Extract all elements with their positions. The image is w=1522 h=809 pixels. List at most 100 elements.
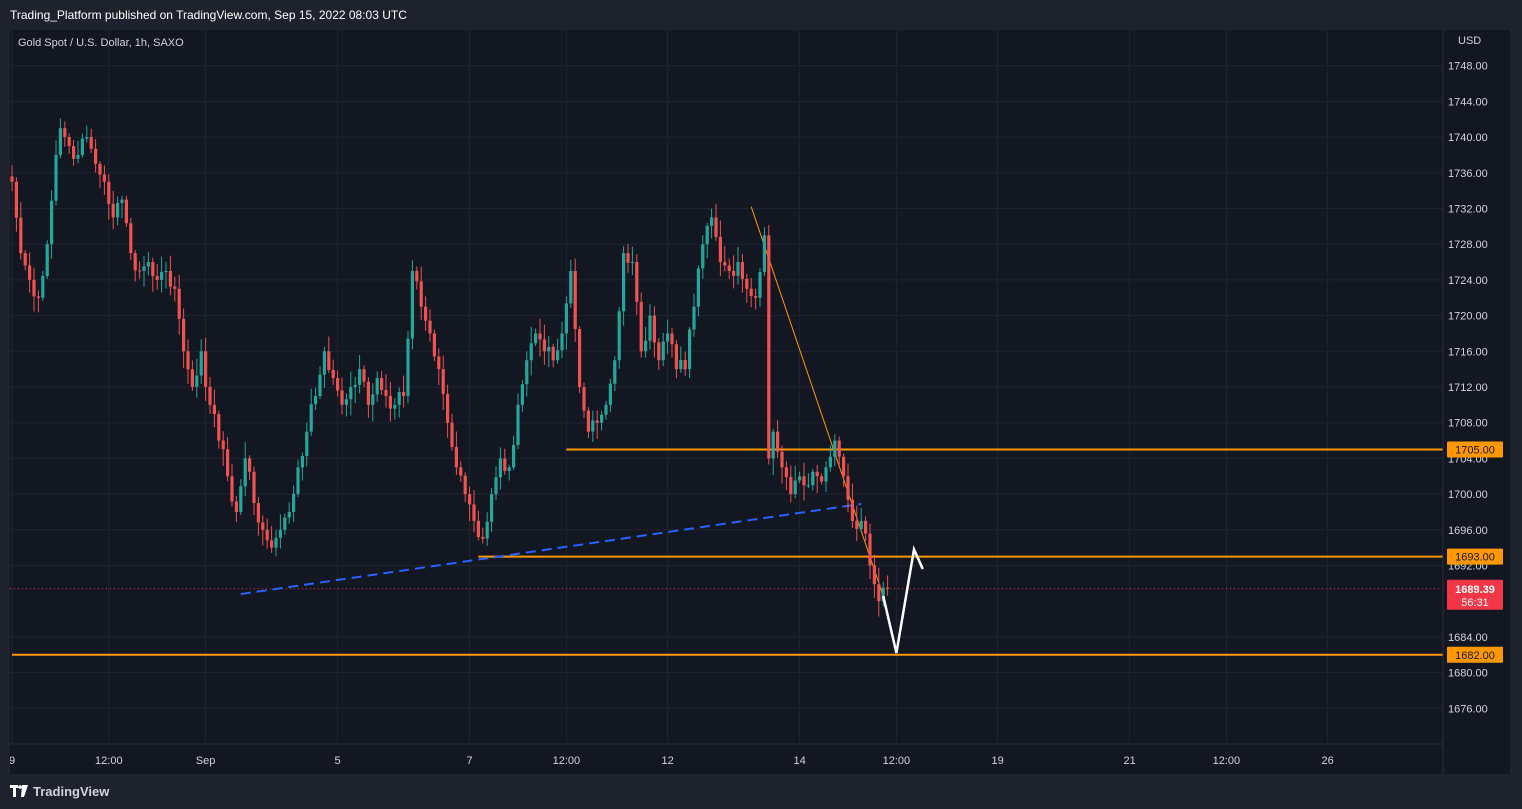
candle-body[interactable] [820,476,824,482]
candle-body[interactable] [626,253,630,263]
candle-body[interactable] [107,181,111,204]
candle-body[interactable] [63,128,67,137]
candle-body[interactable] [454,446,458,468]
candle-body[interactable] [595,420,599,423]
candle-body[interactable] [54,154,58,201]
candle-body[interactable] [564,303,568,334]
candle-body[interactable] [657,342,661,361]
candle-body[interactable] [50,200,54,245]
candle-body[interactable] [358,369,362,385]
candle-body[interactable] [459,467,463,476]
candle-body[interactable] [221,440,225,450]
candle-body[interactable] [534,333,538,344]
candle-body[interactable] [85,137,89,139]
candle-body[interactable] [648,315,652,341]
candle-body[interactable] [384,389,388,396]
candle-body[interactable] [124,199,128,224]
candle-body[interactable] [278,529,282,538]
candle-body[interactable] [164,270,168,273]
candle-body[interactable] [696,268,700,307]
candle-body[interactable] [146,262,150,267]
candle-body[interactable] [494,477,498,495]
candle-body[interactable] [252,471,256,504]
candle-body[interactable] [353,384,357,387]
candle-body[interactable] [644,340,648,352]
candle-body[interactable] [547,346,551,352]
candle-body[interactable] [300,455,304,468]
candle-body[interactable] [771,431,775,459]
candle-body[interactable] [190,369,194,387]
candle-body[interactable] [622,253,626,312]
candle-body[interactable] [41,276,45,298]
candle-body[interactable] [740,262,744,279]
candle-body[interactable] [754,296,758,298]
candle-body[interactable] [336,378,340,391]
candle-body[interactable] [230,476,234,502]
candle-body[interactable] [415,270,419,282]
candle-body[interactable] [877,584,881,602]
candle-body[interactable] [529,343,533,361]
candle-body[interactable] [705,225,709,245]
candle-body[interactable] [283,517,287,530]
candle-body[interactable] [806,485,810,487]
candle-body[interactable] [406,338,410,396]
candle-body[interactable] [520,384,524,405]
candle-body[interactable] [133,253,137,271]
candle-body[interactable] [652,315,656,343]
candle-body[interactable] [432,333,436,357]
candle-body[interactable] [292,493,296,512]
candle-body[interactable] [366,381,370,405]
candle-body[interactable] [226,449,230,477]
candle-body[interactable] [261,522,265,530]
price-chart[interactable]: Gold Spot / U.S. Dollar, 1h, SAXO USD 17… [9,30,1510,774]
candle-body[interactable] [600,414,604,423]
candle-body[interactable] [89,137,93,149]
candle-body[interactable] [573,270,577,330]
candle-body[interactable] [472,504,476,521]
candle-body[interactable] [212,404,216,415]
candle-body[interactable] [344,399,348,405]
candle-body[interactable] [811,471,815,486]
candle-body[interactable] [177,288,181,319]
candle-body[interactable] [569,270,573,304]
candle-body[interactable] [72,146,76,159]
candle-body[interactable] [556,350,560,361]
candle-body[interactable] [674,344,678,370]
candle-body[interactable] [793,480,797,495]
candle-body[interactable] [256,503,260,523]
candle-body[interactable] [789,477,793,495]
candle-body[interactable] [767,235,771,459]
candle-body[interactable] [727,265,731,271]
candle-body[interactable] [327,351,331,370]
candle-body[interactable] [639,301,643,352]
candle-body[interactable] [868,533,872,566]
candle-body[interactable] [142,266,146,271]
candle-body[interactable] [186,351,190,370]
candle-body[interactable] [732,270,736,276]
candle-body[interactable] [745,278,749,289]
candle-body[interactable] [248,458,252,472]
candle-body[interactable] [666,333,670,342]
candle-body[interactable] [560,333,564,351]
candle-body[interactable] [80,138,84,155]
candle-body[interactable] [701,244,705,269]
candle-body[interactable] [98,163,102,175]
candle-body[interactable] [507,467,511,471]
candle-body[interactable] [380,378,384,390]
candle-body[interactable] [630,262,634,264]
candle-body[interactable] [199,351,203,376]
candle-body[interactable] [776,431,780,452]
candle-body[interactable] [419,281,423,307]
time-axis[interactable]: 9 12:00 Sep 5 7 12:00 12 14 12:00 19 21 12:00 26 [9,755,1334,767]
candle-body[interactable] [749,288,753,297]
candle-body[interactable] [886,587,890,589]
candle-body[interactable] [309,404,313,432]
candle-body[interactable] [516,404,520,445]
ascending-support-dashed[interactable] [240,502,862,596]
candle-body[interactable] [437,356,441,370]
price-axis[interactable]: 1748.00 1744.00 1740.00 1736.00 1732.00 1728.… [1448,61,1488,716]
candle-body[interactable] [450,422,454,447]
candle-body[interactable] [76,154,80,159]
candle-body[interactable] [120,199,124,203]
candle-body[interactable] [512,444,516,468]
